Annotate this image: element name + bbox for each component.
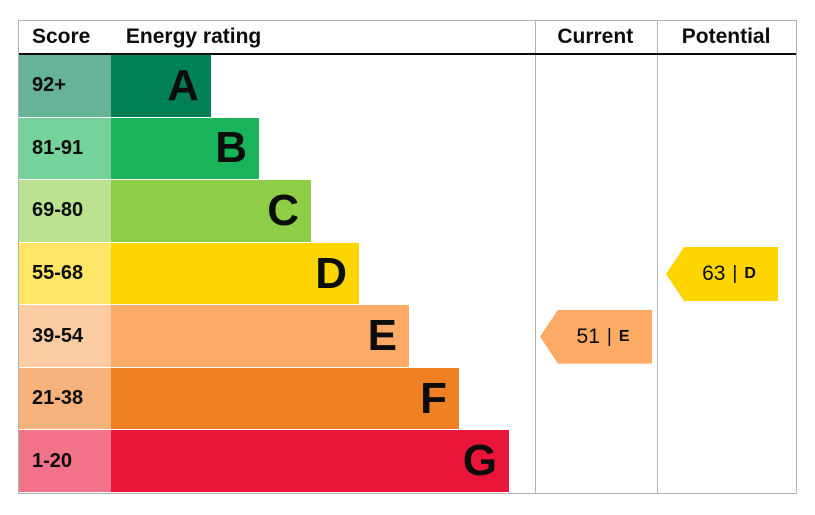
score-cell: 55-68 — [19, 242, 111, 306]
current-value: 51 — [576, 324, 600, 348]
score-cell: 69-80 — [19, 180, 111, 243]
current-header: Current — [557, 25, 634, 48]
rating-letter: E — [367, 311, 397, 361]
score-cell: 92+ — [19, 55, 111, 118]
band-rows: 92+ A 81-91 B 69-80 C 55-68 D — [19, 55, 535, 494]
rating-letter: G — [462, 436, 497, 486]
potential-column-divider — [657, 21, 658, 493]
score-cell: 81-91 — [19, 117, 111, 181]
score-cell: 21-38 — [19, 367, 111, 431]
epc-band-row: 21-38 F — [19, 367, 535, 431]
potential-separator: | — [732, 263, 738, 284]
epc-band-row: 55-68 D — [19, 242, 535, 306]
score-cell: 39-54 — [19, 305, 111, 368]
rating-bar: B — [111, 117, 259, 181]
rating-bar: A — [111, 55, 211, 118]
score-cell: 1-20 — [19, 430, 111, 494]
rating-letter: A — [167, 60, 199, 110]
potential-letter: D — [744, 265, 756, 282]
score-header: Score — [32, 25, 91, 48]
rating-bar: C — [111, 180, 311, 243]
rating-letter: D — [315, 248, 347, 298]
epc-band-row: 69-80 C — [19, 180, 535, 243]
current-arrow: 51 | E — [540, 309, 652, 364]
energy-rating-header: Energy rating — [125, 25, 262, 48]
epc-table: Score Energy rating Current Potential 92… — [18, 20, 797, 494]
epc-band-row: 1-20 G — [19, 430, 535, 494]
epc-band-row: 39-54 E — [19, 305, 535, 368]
rating-bar: F — [111, 367, 459, 431]
rating-letter: F — [420, 373, 447, 423]
current-column-divider — [535, 21, 536, 493]
epc-band-row: 92+ A — [19, 55, 535, 118]
rating-bar: D — [111, 242, 359, 306]
rating-bar: E — [111, 305, 409, 368]
current-letter: E — [618, 327, 630, 345]
epc-band-row: 81-91 B — [19, 117, 535, 181]
potential-header: Potential — [681, 25, 771, 48]
rating-letter: C — [267, 185, 299, 235]
rating-bar: G — [111, 430, 509, 494]
potential-arrow: 63 | D — [666, 247, 778, 301]
header-row: Score Energy rating Current Potential — [19, 21, 796, 55]
potential-value: 63 — [702, 262, 726, 285]
current-separator: | — [606, 325, 612, 347]
rating-letter: B — [215, 123, 247, 173]
